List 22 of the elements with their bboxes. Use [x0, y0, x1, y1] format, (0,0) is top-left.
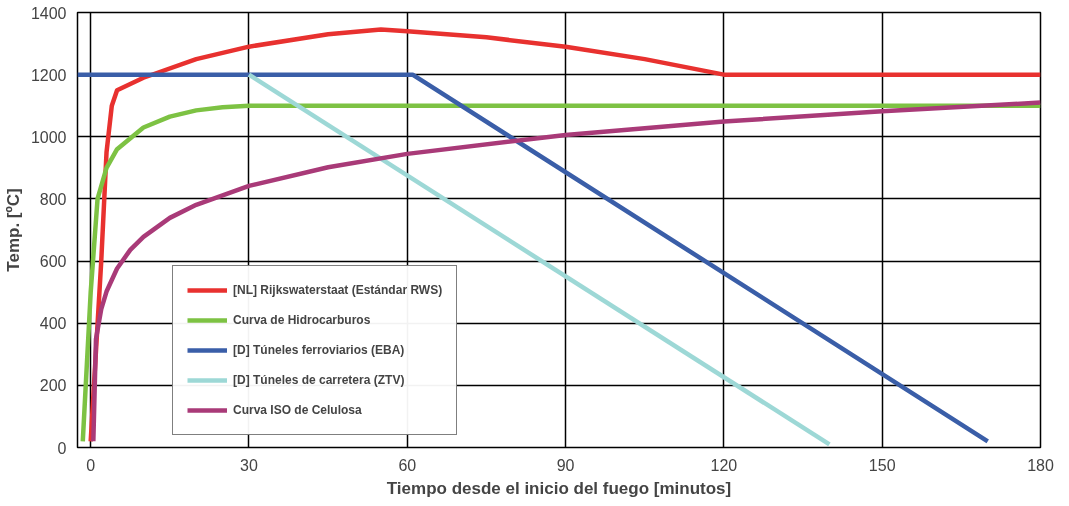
x-axis-title: Tiempo desde el inicio del fuego [minutos]	[386, 478, 732, 498]
legend-label: [D] Túneles ferroviarios (EBA)	[233, 343, 405, 357]
legend-label: [D] Túneles de carretera (ZTV)	[233, 373, 405, 387]
y-tick-label: 600	[39, 253, 67, 271]
x-tick-label: 120	[710, 456, 738, 474]
y-tick-label: 1400	[30, 4, 67, 22]
x-tick-label: 180	[1027, 456, 1054, 474]
y-tick-label: 400	[39, 315, 67, 333]
y-tick-label: 0	[57, 439, 67, 457]
y-tick-label: 800	[39, 190, 67, 208]
y-axis-title: Temp. [ºC]	[3, 188, 23, 272]
legend-label: Curva ISO de Celulosa	[233, 403, 362, 417]
x-tick-label: 0	[86, 456, 96, 474]
y-tick-label: 200	[39, 377, 67, 395]
y-tick-label: 1200	[30, 66, 67, 84]
y-tick-label: 1000	[30, 128, 67, 146]
legend-label: [NL] Rijkswaterstaat (Estándar RWS)	[233, 283, 443, 297]
x-tick-label: 30	[240, 456, 258, 474]
x-tick-label: 60	[398, 456, 417, 474]
x-tick-label: 90	[556, 456, 575, 474]
legend-label: Curva de Hidrocarburos	[233, 313, 371, 327]
x-tick-label: 150	[868, 456, 896, 474]
